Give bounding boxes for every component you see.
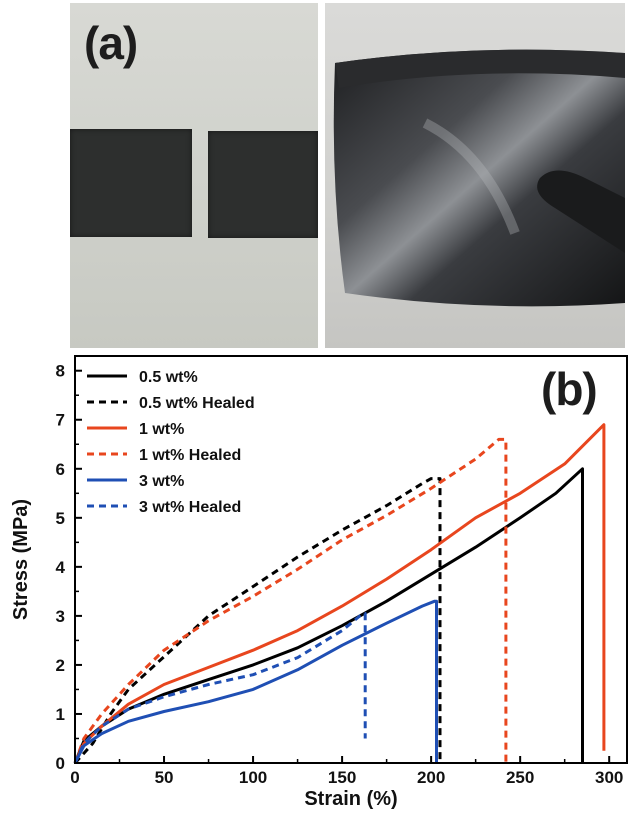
y-tick-label: 8 xyxy=(56,362,65,381)
series-line xyxy=(73,477,442,765)
x-axis-title: Strain (%) xyxy=(304,788,397,810)
legend-label: 3 wt% Healed xyxy=(139,499,241,516)
panel-label-a: (a) xyxy=(84,17,138,69)
panel-label-b: (b) xyxy=(541,363,598,415)
plot-frame xyxy=(74,355,628,764)
x-tick-label: 300 xyxy=(595,768,623,787)
x-tick-label: 250 xyxy=(506,768,534,787)
series-line xyxy=(73,611,367,764)
y-tick-label: 4 xyxy=(56,558,66,577)
legend-label: 1 wt% Healed xyxy=(139,447,241,464)
legend-label: 0.5 wt% Healed xyxy=(139,395,255,412)
y-tick-label: 1 xyxy=(56,705,65,724)
healed-film-illustration xyxy=(333,49,625,307)
legend-label: 0.5 wt% xyxy=(139,369,198,386)
x-tick-label: 0 xyxy=(70,768,79,787)
photo-healed-sample xyxy=(325,3,625,348)
y-tick-label: 6 xyxy=(56,460,65,479)
y-tick-label: 0 xyxy=(56,754,65,773)
legend-label: 3 wt% xyxy=(139,473,184,490)
stress-strain-chart: 0 50 100 150 200 250 300 0 1 2 3 4 5 6 7 8 0.5 wt% 0.5 w… xyxy=(10,355,628,810)
x-tick-label: 100 xyxy=(239,768,267,787)
y-tick-label: 5 xyxy=(56,509,65,528)
series-line xyxy=(73,423,606,764)
x-tick-label: 150 xyxy=(328,768,356,787)
sample-piece-left xyxy=(70,129,192,237)
y-tick-label: 7 xyxy=(56,411,65,430)
sample-piece-right xyxy=(208,131,318,238)
y-tick-label: 2 xyxy=(56,656,65,675)
y-tick-label: 3 xyxy=(56,607,65,626)
x-tick-label: 50 xyxy=(155,768,174,787)
x-tick-label: 200 xyxy=(417,768,445,787)
series-line xyxy=(73,599,438,764)
series-line xyxy=(73,437,508,764)
y-axis-title: Stress (MPa) xyxy=(10,499,32,620)
legend-label: 1 wt% xyxy=(139,421,184,438)
photo-cut-samples xyxy=(70,3,318,348)
